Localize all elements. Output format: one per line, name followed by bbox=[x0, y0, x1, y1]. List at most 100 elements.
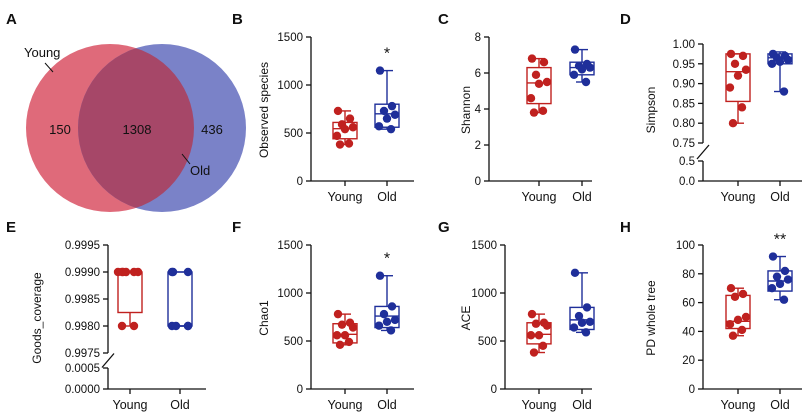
x-tick-label: Young bbox=[328, 398, 363, 412]
x-tick-label: Old bbox=[377, 398, 397, 412]
data-point bbox=[726, 284, 736, 293]
data-point bbox=[348, 123, 358, 132]
data-point bbox=[783, 55, 793, 65]
data-point bbox=[725, 83, 735, 92]
data-point bbox=[390, 315, 400, 325]
data-point bbox=[534, 79, 544, 89]
y-axis-label: Goods_coverage bbox=[30, 272, 44, 364]
data-point bbox=[741, 312, 751, 322]
panel-c: C Shannon 0 2 4 6 8 Young Old bbox=[438, 11, 595, 204]
x-tick-label: Young bbox=[113, 398, 148, 412]
data-point bbox=[375, 271, 385, 280]
box-group-old bbox=[569, 268, 595, 337]
y-tick-label: 0.0000 bbox=[65, 384, 100, 396]
data-point bbox=[171, 321, 181, 331]
y-tick-label: 0.9990 bbox=[65, 267, 100, 279]
box-group-young bbox=[113, 267, 143, 331]
axis-break-mark bbox=[101, 353, 115, 368]
data-point bbox=[581, 328, 591, 337]
data-point bbox=[730, 292, 740, 302]
box-group-old bbox=[767, 49, 793, 96]
panel-label: F bbox=[232, 219, 241, 236]
y-tick-label: 0.5 bbox=[679, 156, 695, 168]
axis-break-mark bbox=[696, 144, 710, 160]
data-point bbox=[387, 302, 397, 311]
data-point bbox=[113, 267, 123, 277]
y-tick-label: 100 bbox=[676, 240, 695, 252]
y-tick-label: 80 bbox=[682, 269, 695, 281]
data-point bbox=[772, 272, 782, 281]
venn-old-label: Old bbox=[190, 163, 210, 178]
data-point bbox=[768, 252, 778, 261]
y-tick-label: 0 bbox=[689, 384, 695, 396]
y-tick-label: 0.9980 bbox=[65, 321, 100, 333]
y-tick-label: 0.75 bbox=[673, 138, 695, 150]
data-point bbox=[767, 284, 777, 293]
data-point bbox=[387, 101, 397, 111]
data-point bbox=[379, 106, 389, 116]
y-tick-label: 60 bbox=[682, 298, 695, 310]
y-tick-label: 1.00 bbox=[673, 39, 695, 51]
data-point bbox=[167, 267, 177, 277]
data-point bbox=[585, 317, 595, 326]
significance-marker: ** bbox=[774, 232, 786, 249]
y-tick-label: 1000 bbox=[277, 288, 303, 300]
y-axis-label: ACE bbox=[459, 306, 473, 331]
data-point bbox=[726, 49, 736, 59]
y-tick-label: 20 bbox=[682, 355, 695, 367]
data-point bbox=[531, 319, 541, 328]
data-point bbox=[585, 63, 595, 72]
panel-d: D Simpson 0.75 0.80 0.85 0.90 0.95 1.00 0.0 0.5 Yo… bbox=[620, 11, 802, 204]
box bbox=[569, 306, 595, 331]
data-point bbox=[733, 71, 743, 80]
y-tick-label: 0.9995 bbox=[65, 240, 100, 252]
data-point bbox=[741, 65, 751, 74]
panel-a: A 150 1308 436 Young Old bbox=[6, 11, 246, 212]
venn-young-leader bbox=[44, 62, 54, 73]
data-point bbox=[129, 267, 139, 277]
x-tick-label: Old bbox=[770, 190, 790, 204]
data-point bbox=[340, 124, 350, 134]
data-point bbox=[730, 59, 740, 68]
box bbox=[167, 271, 193, 327]
data-point bbox=[340, 331, 350, 340]
data-point bbox=[379, 309, 389, 319]
x-tick-label: Young bbox=[328, 190, 363, 204]
data-point bbox=[382, 317, 392, 326]
data-point bbox=[529, 348, 539, 357]
panel-h: H PD whole tree 0 20 40 60 80 100 Young Old ** bbox=[620, 219, 802, 412]
data-point bbox=[780, 266, 790, 276]
y-tick-label: 0.0 bbox=[679, 176, 695, 188]
y-axis-label: Observed species bbox=[257, 62, 271, 158]
data-point bbox=[581, 77, 591, 87]
data-point bbox=[526, 94, 536, 103]
box-group-young bbox=[332, 106, 358, 149]
venn-overlap bbox=[78, 44, 194, 212]
x-tick-label: Young bbox=[522, 398, 557, 412]
y-tick-label: 0.9975 bbox=[65, 348, 100, 360]
y-tick-label: 0.95 bbox=[673, 59, 695, 71]
y-tick-label: 6 bbox=[475, 68, 481, 80]
data-point bbox=[783, 275, 793, 284]
data-point bbox=[375, 66, 385, 75]
panel-label: G bbox=[438, 219, 450, 236]
box-group-young bbox=[526, 309, 552, 357]
data-point bbox=[574, 311, 584, 321]
y-tick-label: 1000 bbox=[471, 288, 497, 300]
data-point bbox=[534, 331, 544, 340]
panel-e: E Goods_coverage 0.9975 0.9980 0.9985 0.9990 0… bbox=[6, 219, 206, 412]
panel-label: C bbox=[438, 11, 449, 28]
data-point bbox=[332, 331, 342, 340]
y-tick-label: 0.0005 bbox=[65, 363, 100, 375]
x-tick-label: Old bbox=[170, 398, 190, 412]
data-point bbox=[539, 58, 549, 67]
data-point bbox=[738, 51, 748, 61]
data-point bbox=[386, 326, 396, 335]
y-tick-label: 40 bbox=[682, 326, 695, 338]
panel-label: A bbox=[6, 11, 17, 28]
data-point bbox=[374, 321, 384, 330]
y-tick-label: 500 bbox=[284, 128, 303, 140]
data-point bbox=[382, 114, 392, 123]
data-point bbox=[542, 77, 552, 87]
